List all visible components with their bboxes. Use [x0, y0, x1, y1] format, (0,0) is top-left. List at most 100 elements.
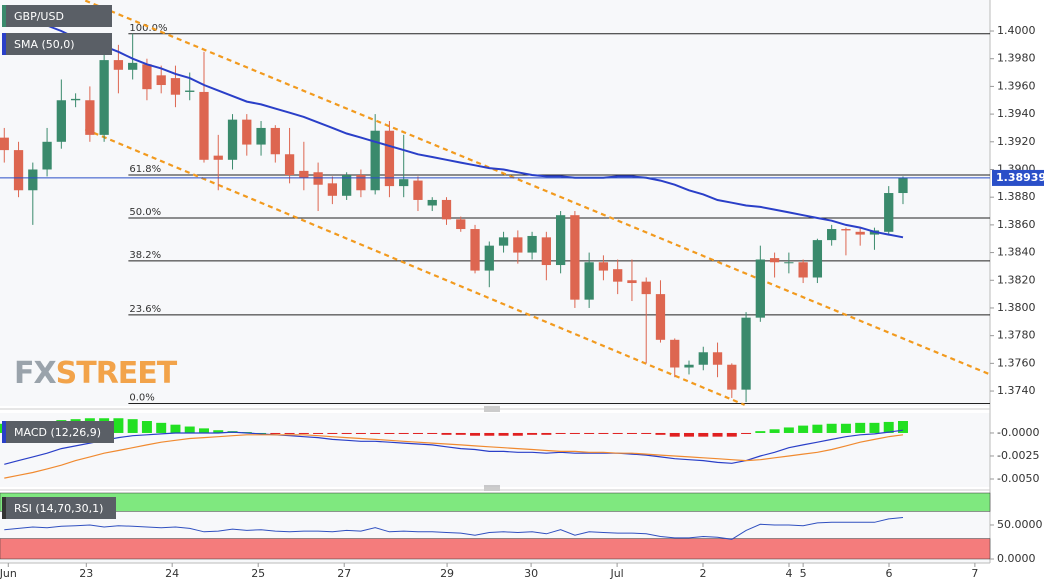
- macd-histogram-bar: [741, 432, 752, 434]
- candle-body: [855, 231, 865, 235]
- macd-histogram-bar: [641, 432, 652, 434]
- macd-histogram-bar: [370, 432, 381, 434]
- candle-body: [898, 177, 908, 194]
- macd-histogram-bar: [284, 432, 295, 434]
- candle-body: [798, 262, 808, 278]
- last-price-label: 1.38939: [996, 171, 1046, 184]
- candle-body: [670, 339, 680, 368]
- macd-histogram-bar: [840, 423, 851, 433]
- macd-histogram-bar: [355, 432, 366, 434]
- candle-body: [884, 193, 894, 232]
- macd-histogram-bar: [698, 432, 709, 437]
- candle-body: [327, 183, 338, 196]
- x-tick-label: 30: [524, 567, 538, 580]
- candle-body: [613, 269, 623, 282]
- legend-swatch: [2, 497, 6, 519]
- macd-histogram-bar: [569, 432, 580, 434]
- y-tick-label: 1.3740: [997, 384, 1036, 397]
- y-tick-label: 1.3980: [997, 52, 1036, 65]
- y-tick-label: -0.0050: [997, 472, 1039, 485]
- candle-body: [527, 235, 537, 253]
- candle-body: [13, 150, 24, 191]
- candle-body: [655, 294, 666, 340]
- channel-line: [84, 128, 746, 406]
- macd-histogram-bar: [826, 423, 837, 433]
- x-tick-label: 7: [971, 567, 978, 580]
- macd-histogram-bar: [512, 432, 523, 436]
- candle-body: [70, 98, 81, 101]
- candle-body: [342, 175, 352, 196]
- candle-body: [584, 262, 594, 300]
- macd-line: [4, 434, 904, 479]
- fib-label: 23.6%: [129, 304, 161, 315]
- x-tick-label: 23: [79, 567, 93, 580]
- y-tick-label: 1.3840: [997, 246, 1036, 259]
- legend-box: [2, 497, 116, 519]
- resize-handle[interactable]: [484, 406, 500, 491]
- candle-body: [384, 130, 395, 187]
- candle-body: [113, 60, 124, 70]
- legend-swatch: [2, 33, 6, 55]
- y-tick-label: 1.3820: [997, 273, 1036, 286]
- candle-body: [755, 259, 765, 318]
- macd-histogram-bar: [769, 429, 780, 433]
- rsi-band: [0, 538, 991, 560]
- macd-histogram-bar: [555, 432, 566, 434]
- y-tick-label: 1.3940: [997, 107, 1036, 120]
- macd-histogram-bar: [427, 432, 438, 434]
- candle-body: [399, 179, 409, 187]
- macd-histogram-bar: [470, 432, 481, 436]
- main-panel: [0, 0, 990, 406]
- macd-histogram-bar: [726, 432, 737, 437]
- candle-body: [555, 215, 566, 266]
- fib-label: 61.8%: [129, 164, 161, 175]
- macd-histogram-bar: [584, 432, 595, 434]
- candle-body: [128, 62, 138, 70]
- macd-histogram-bar: [783, 427, 794, 433]
- candle-body: [156, 75, 166, 86]
- candle-body: [42, 141, 52, 170]
- macd-histogram-bar: [412, 432, 423, 434]
- candle-body: [570, 215, 580, 300]
- candle-body: [441, 199, 452, 220]
- candle-body: [284, 154, 295, 176]
- x-tick-label: 4: [786, 567, 793, 580]
- macd-histogram-bar: [184, 426, 195, 433]
- macd-histogram-bar: [897, 421, 908, 433]
- candle-body: [85, 100, 95, 135]
- candle-body: [256, 127, 266, 145]
- candle-body: [827, 229, 837, 241]
- candle-body: [199, 91, 209, 160]
- watermark: FXSTREET: [14, 356, 178, 391]
- candle-body: [513, 237, 523, 253]
- macd-histogram-bar: [484, 432, 495, 436]
- macd-histogram-bar: [612, 432, 623, 434]
- candle-body: [684, 364, 694, 368]
- candle-body: [313, 172, 323, 185]
- candle-body: [627, 280, 637, 284]
- rsi-line: [4, 517, 904, 540]
- macd-histogram-bar: [298, 432, 309, 434]
- y-tick-label: -0.0000: [997, 426, 1039, 439]
- y-tick-label: 1.3760: [997, 356, 1036, 369]
- legend-box: [2, 421, 114, 443]
- sma-line: [3, 5, 904, 239]
- candle-body: [413, 180, 423, 200]
- candle-body: [185, 90, 195, 92]
- candle-body: [484, 245, 494, 271]
- y-tick-label: 1.3880: [997, 190, 1036, 203]
- fib-label: 100.0%: [129, 23, 167, 34]
- macd-histogram-bar: [655, 432, 666, 435]
- legend-rsi: RSI (14,70,30,1): [14, 502, 103, 515]
- rsi-band: [0, 492, 991, 512]
- candle-body: [28, 169, 38, 191]
- macd-histogram-bar: [398, 432, 409, 434]
- candle-body: [641, 281, 651, 295]
- macd-histogram-bar: [127, 419, 138, 433]
- macd-histogram-bar: [327, 432, 338, 434]
- macd-histogram-bar: [313, 432, 324, 434]
- x-tick-label: 2: [699, 567, 706, 580]
- macd-histogram-bar: [170, 424, 181, 433]
- macd-histogram-bar: [869, 422, 880, 433]
- watermark-fx: FX: [14, 356, 56, 391]
